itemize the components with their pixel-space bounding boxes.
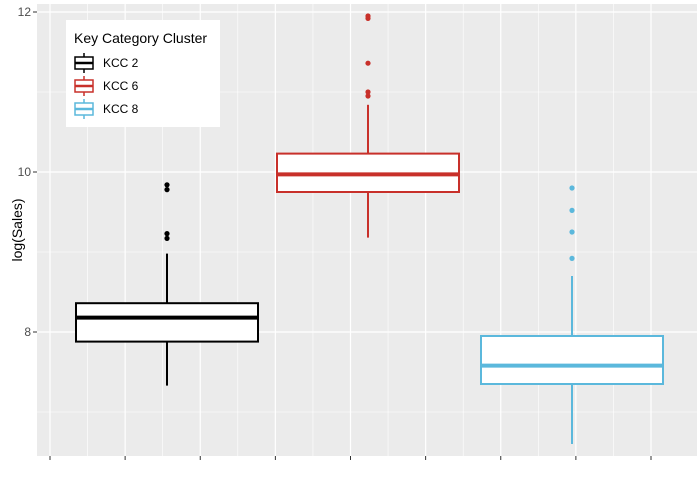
legend-title: Key Category Cluster bbox=[74, 30, 207, 46]
y-tick-label: 8 bbox=[24, 325, 31, 339]
outlier-point bbox=[569, 185, 575, 191]
outlier-point bbox=[365, 93, 371, 99]
legend-item-kcc-8: KCC 8 bbox=[74, 99, 139, 119]
outlier-point bbox=[365, 60, 371, 66]
outlier-point bbox=[164, 235, 170, 241]
outlier-point bbox=[164, 231, 170, 237]
box-kcc-8 bbox=[480, 185, 664, 444]
box-kcc-2 bbox=[75, 182, 259, 386]
outlier-point bbox=[164, 187, 170, 193]
legend-items: KCC 2 KCC 6 KCC 8 bbox=[74, 53, 139, 119]
outlier-point bbox=[365, 13, 371, 19]
legend-label: KCC 6 bbox=[103, 79, 139, 93]
outlier-point bbox=[569, 229, 575, 235]
x-axis bbox=[49, 456, 652, 460]
box-kcc-6 bbox=[276, 13, 460, 238]
outlier-point bbox=[569, 255, 575, 261]
iqr-box bbox=[480, 335, 664, 385]
outlier-point bbox=[569, 207, 575, 213]
y-axis: 8 10 12 bbox=[18, 5, 37, 339]
boxes bbox=[75, 13, 664, 444]
legend-item-kcc-6: KCC 6 bbox=[74, 76, 139, 96]
legend-label: KCC 2 bbox=[103, 56, 139, 70]
legend-label: KCC 8 bbox=[103, 102, 139, 116]
outlier-point bbox=[164, 182, 170, 188]
y-axis-title: log(Sales) bbox=[9, 198, 25, 261]
legend-item-kcc-2: KCC 2 bbox=[74, 53, 139, 73]
outlier-point bbox=[365, 89, 371, 95]
iqr-box bbox=[75, 302, 259, 343]
y-tick-label: 12 bbox=[18, 5, 32, 19]
legend: Key Category Cluster KCC 2 KCC 6 KCC 8 bbox=[66, 20, 220, 127]
y-tick-label: 10 bbox=[18, 165, 32, 179]
